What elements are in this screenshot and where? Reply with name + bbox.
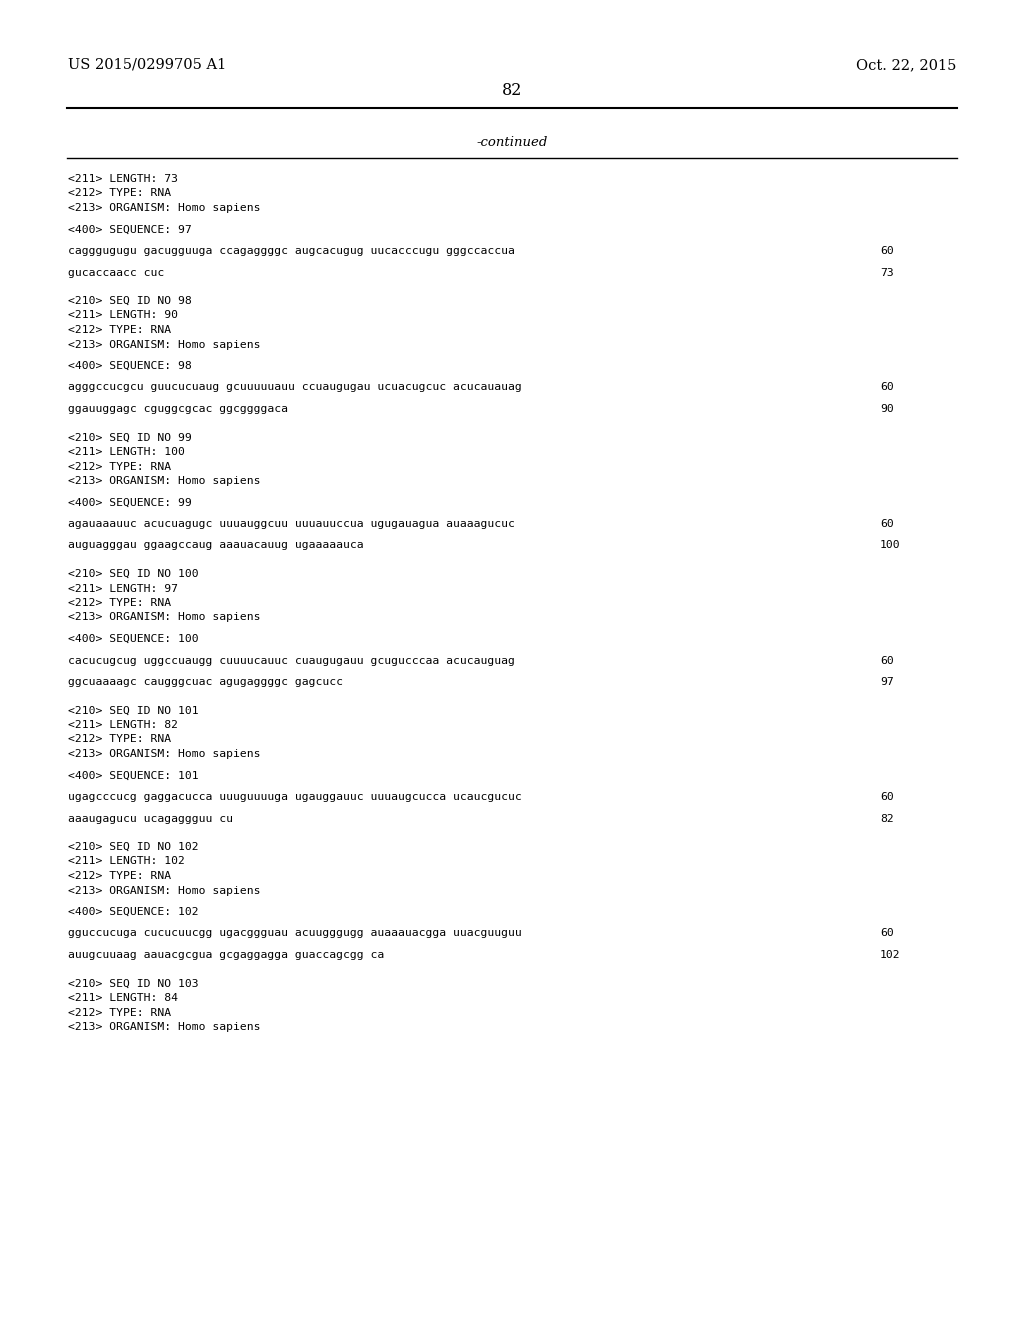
Text: <211> LENGTH: 97: <211> LENGTH: 97	[68, 583, 178, 594]
Text: <400> SEQUENCE: 102: <400> SEQUENCE: 102	[68, 907, 199, 917]
Text: <213> ORGANISM: Homo sapiens: <213> ORGANISM: Homo sapiens	[68, 612, 260, 623]
Text: 97: 97	[880, 677, 894, 686]
Text: <213> ORGANISM: Homo sapiens: <213> ORGANISM: Homo sapiens	[68, 1022, 260, 1032]
Text: <210> SEQ ID NO 103: <210> SEQ ID NO 103	[68, 978, 199, 989]
Text: 60: 60	[880, 792, 894, 803]
Text: <212> TYPE: RNA: <212> TYPE: RNA	[68, 189, 171, 198]
Text: <211> LENGTH: 73: <211> LENGTH: 73	[68, 174, 178, 183]
Text: 60: 60	[880, 928, 894, 939]
Text: <211> LENGTH: 90: <211> LENGTH: 90	[68, 310, 178, 321]
Text: auguagggau ggaagccaug aaauacauug ugaaaaauca: auguagggau ggaagccaug aaauacauug ugaaaaa…	[68, 540, 364, 550]
Text: <400> SEQUENCE: 100: <400> SEQUENCE: 100	[68, 634, 199, 644]
Text: 82: 82	[502, 82, 522, 99]
Text: ugagcccucg gaggacucca uuuguuuuga ugauggauuc uuuaugcucca ucaucgucuc: ugagcccucg gaggacucca uuuguuuuga ugaugga…	[68, 792, 522, 803]
Text: gucaccaacc cuc: gucaccaacc cuc	[68, 268, 164, 277]
Text: 60: 60	[880, 656, 894, 665]
Text: <212> TYPE: RNA: <212> TYPE: RNA	[68, 462, 171, 471]
Text: agggccucgcu guucucuaug gcuuuuuauu ccuaugugau ucuacugcuc acucauauag: agggccucgcu guucucuaug gcuuuuuauu ccuaug…	[68, 383, 522, 392]
Text: -continued: -continued	[476, 136, 548, 149]
Text: agauaaauuc acucuagugc uuuauggcuu uuuauuccua ugugauagua auaaagucuc: agauaaauuc acucuagugc uuuauggcuu uuuauuc…	[68, 519, 515, 529]
Text: <210> SEQ ID NO 100: <210> SEQ ID NO 100	[68, 569, 199, 579]
Text: 90: 90	[880, 404, 894, 414]
Text: aaaugagucu ucagaggguu cu: aaaugagucu ucagaggguu cu	[68, 813, 233, 824]
Text: auugcuuaag aauacgcgua gcgaggagga guaccagcgg ca: auugcuuaag aauacgcgua gcgaggagga guaccag…	[68, 950, 384, 960]
Text: <211> LENGTH: 102: <211> LENGTH: 102	[68, 857, 185, 866]
Text: 102: 102	[880, 950, 901, 960]
Text: <211> LENGTH: 82: <211> LENGTH: 82	[68, 719, 178, 730]
Text: <213> ORGANISM: Homo sapiens: <213> ORGANISM: Homo sapiens	[68, 477, 260, 486]
Text: <210> SEQ ID NO 98: <210> SEQ ID NO 98	[68, 296, 191, 306]
Text: 60: 60	[880, 519, 894, 529]
Text: <210> SEQ ID NO 99: <210> SEQ ID NO 99	[68, 433, 191, 442]
Text: <212> TYPE: RNA: <212> TYPE: RNA	[68, 598, 171, 609]
Text: <400> SEQUENCE: 98: <400> SEQUENCE: 98	[68, 360, 191, 371]
Text: 60: 60	[880, 246, 894, 256]
Text: <213> ORGANISM: Homo sapiens: <213> ORGANISM: Homo sapiens	[68, 748, 260, 759]
Text: <400> SEQUENCE: 101: <400> SEQUENCE: 101	[68, 771, 199, 780]
Text: <211> LENGTH: 100: <211> LENGTH: 100	[68, 447, 185, 457]
Text: 100: 100	[880, 540, 901, 550]
Text: <213> ORGANISM: Homo sapiens: <213> ORGANISM: Homo sapiens	[68, 886, 260, 895]
Text: <212> TYPE: RNA: <212> TYPE: RNA	[68, 871, 171, 880]
Text: gguccucuga cucucuucgg ugacggguau acuugggugg auaaauacgga uuacguuguu: gguccucuga cucucuucgg ugacggguau acuuggg…	[68, 928, 522, 939]
Text: <212> TYPE: RNA: <212> TYPE: RNA	[68, 734, 171, 744]
Text: <213> ORGANISM: Homo sapiens: <213> ORGANISM: Homo sapiens	[68, 339, 260, 350]
Text: Oct. 22, 2015: Oct. 22, 2015	[856, 58, 956, 73]
Text: ggauuggagc cguggcgcac ggcggggaca: ggauuggagc cguggcgcac ggcggggaca	[68, 404, 288, 414]
Text: <210> SEQ ID NO 102: <210> SEQ ID NO 102	[68, 842, 199, 851]
Text: <400> SEQUENCE: 97: <400> SEQUENCE: 97	[68, 224, 191, 235]
Text: 60: 60	[880, 383, 894, 392]
Text: 82: 82	[880, 813, 894, 824]
Text: cagggugugu gacugguuga ccagaggggc augcacugug uucacccugu gggccaccua: cagggugugu gacugguuga ccagaggggc augcacu…	[68, 246, 515, 256]
Text: <211> LENGTH: 84: <211> LENGTH: 84	[68, 993, 178, 1003]
Text: <213> ORGANISM: Homo sapiens: <213> ORGANISM: Homo sapiens	[68, 203, 260, 213]
Text: cacucugcug uggccuaugg cuuuucauuc cuaugugauu gcugucccaa acucauguag: cacucugcug uggccuaugg cuuuucauuc cuaugug…	[68, 656, 515, 665]
Text: ggcuaaaagc caugggcuac agugaggggc gagcucc: ggcuaaaagc caugggcuac agugaggggc gagcucc	[68, 677, 343, 686]
Text: US 2015/0299705 A1: US 2015/0299705 A1	[68, 58, 226, 73]
Text: 73: 73	[880, 268, 894, 277]
Text: <210> SEQ ID NO 101: <210> SEQ ID NO 101	[68, 705, 199, 715]
Text: <212> TYPE: RNA: <212> TYPE: RNA	[68, 1007, 171, 1018]
Text: <400> SEQUENCE: 99: <400> SEQUENCE: 99	[68, 498, 191, 507]
Text: <212> TYPE: RNA: <212> TYPE: RNA	[68, 325, 171, 335]
